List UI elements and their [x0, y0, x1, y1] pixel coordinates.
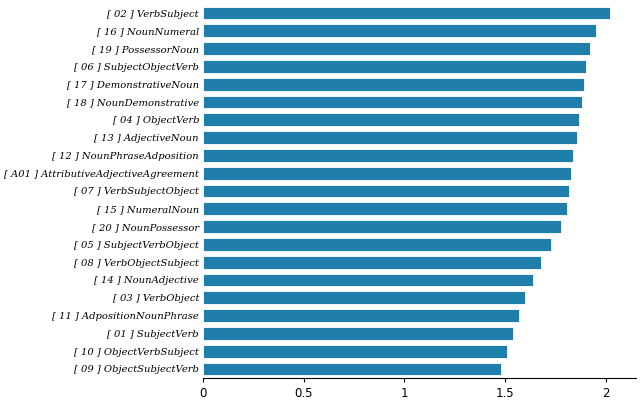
- Bar: [204, 60, 586, 73]
- Bar: [204, 274, 533, 286]
- Bar: [204, 167, 572, 180]
- Bar: [204, 256, 541, 269]
- Bar: [204, 362, 501, 375]
- Bar: [204, 202, 568, 215]
- Bar: [204, 6, 610, 19]
- Bar: [204, 238, 551, 251]
- Bar: [204, 291, 525, 304]
- Bar: [204, 114, 579, 126]
- Bar: [204, 220, 561, 233]
- Bar: [204, 149, 573, 162]
- Bar: [204, 25, 596, 37]
- Bar: [204, 131, 577, 144]
- Bar: [204, 185, 570, 198]
- Bar: [204, 327, 513, 340]
- Bar: [204, 78, 584, 90]
- Bar: [204, 309, 519, 322]
- Bar: [204, 96, 582, 108]
- Bar: [204, 42, 589, 55]
- Bar: [204, 345, 507, 358]
